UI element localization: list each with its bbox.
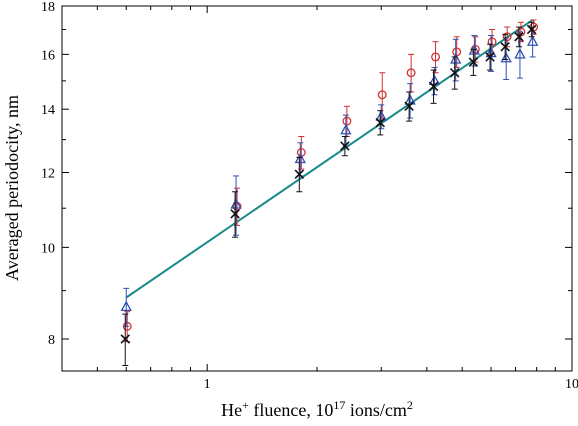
data-point-cross bbox=[120, 334, 131, 344]
data-point-triangle bbox=[468, 44, 481, 55]
data-point-triangle bbox=[514, 47, 526, 59]
data-point-circle bbox=[406, 68, 416, 78]
data-point-triangle bbox=[294, 152, 306, 164]
fit-line bbox=[125, 19, 534, 299]
data-point-cross bbox=[500, 41, 510, 52]
data-point-cross bbox=[428, 81, 439, 92]
y-tick-label: 12 bbox=[41, 166, 55, 181]
data-point-cross bbox=[294, 169, 305, 179]
y-tick-label: 18 bbox=[41, 0, 55, 15]
ticks: 1 10 8 10 12 14 16 18 bbox=[41, 0, 578, 392]
data-point-triangle bbox=[500, 51, 512, 63]
x-tick-label: 1 bbox=[204, 377, 211, 392]
data-point-cross bbox=[404, 101, 414, 112]
data-point-circle bbox=[377, 90, 387, 100]
fit-line-group bbox=[125, 19, 534, 299]
y-axis-title: Averaged periodocity, nm bbox=[2, 95, 22, 281]
data-point-triangle bbox=[340, 123, 352, 135]
data-point-triangle bbox=[230, 198, 242, 209]
data-point-cross bbox=[230, 209, 240, 219]
data-point-cross bbox=[514, 32, 524, 42]
plot-frame bbox=[61, 5, 573, 372]
series-circle bbox=[122, 19, 539, 343]
series-cross bbox=[120, 21, 537, 366]
x-axis-title: He+ fluence, 1017 ions/cm2 bbox=[221, 398, 413, 420]
y-tick-label: 10 bbox=[41, 241, 55, 256]
data-point-cross bbox=[468, 57, 479, 67]
x-tick-label: 10 bbox=[565, 377, 578, 392]
data-point-cross bbox=[340, 141, 350, 151]
data-point-cross bbox=[485, 52, 495, 62]
data-marks bbox=[120, 19, 539, 366]
series-triangle bbox=[120, 26, 539, 327]
data-point-triangle bbox=[450, 53, 462, 64]
data-point-cross bbox=[526, 24, 537, 35]
data-point-triangle bbox=[404, 94, 416, 105]
data-point-circle bbox=[342, 116, 352, 126]
data-point-circle bbox=[487, 37, 497, 47]
y-tick-label: 16 bbox=[41, 48, 55, 63]
data-point-circle bbox=[502, 32, 512, 42]
data-point-cross bbox=[375, 117, 386, 128]
data-point-triangle bbox=[526, 35, 539, 46]
y-tick-label: 14 bbox=[41, 103, 55, 118]
data-point-triangle bbox=[120, 300, 132, 312]
data-point-cross bbox=[449, 67, 460, 78]
data-point-circle bbox=[431, 52, 441, 62]
data-point-triangle bbox=[375, 110, 387, 121]
y-tick-label: 8 bbox=[48, 333, 55, 348]
